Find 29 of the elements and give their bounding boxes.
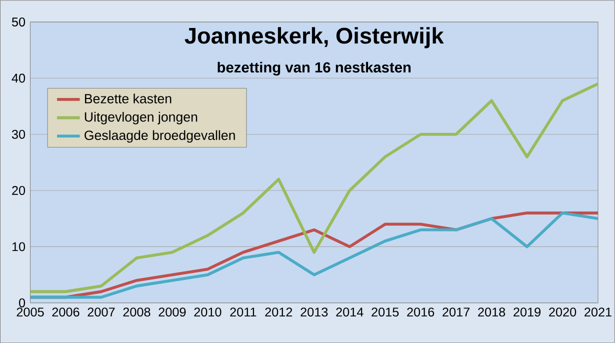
x-tick-label: 2008 <box>123 308 150 316</box>
x-tick-label: 2014 <box>336 308 364 316</box>
x-tick-label: 2019 <box>514 308 541 316</box>
text: bezetting van 16 nestkasten <box>218 62 411 76</box>
y-tick-label: 40 <box>12 74 26 83</box>
legend-label: Bezette kasten <box>84 94 172 104</box>
y-tick-label: 0 <box>19 298 26 308</box>
chart-title: Joanneskerk, Oisterwijk <box>184 27 444 48</box>
x-tick-label: 2021 <box>584 308 612 316</box>
x-tick-label: 2017 <box>442 308 470 316</box>
y-tick-label: 10 <box>12 242 26 252</box>
legend-label: Uitgevlogen jongen <box>84 112 198 124</box>
x-tick-label: 2010 <box>194 308 222 316</box>
x-tick-label: 2009 <box>158 308 186 316</box>
x-tick-label: 2006 <box>52 308 80 316</box>
x-tick-label: 2011 <box>230 308 256 316</box>
x-tick-label: 2016 <box>407 308 434 316</box>
line-series <box>30 82 598 294</box>
x-tick-label: 2007 <box>88 308 115 316</box>
y-tick-label: 20 <box>12 186 26 195</box>
y-tick-label: 50 <box>12 17 26 26</box>
x-tick-label: 2015 <box>372 308 399 316</box>
x-tick-label: 2013 <box>300 308 328 316</box>
x-tick-label: 2012 <box>265 308 292 316</box>
x-tick-label: 2020 <box>549 308 576 316</box>
legend-label: Geslaagde broedgevallen <box>84 130 235 143</box>
x-tick-label: 2005 <box>16 308 44 316</box>
y-tick-label: 30 <box>12 130 26 139</box>
x-tick-label: 2018 <box>478 308 506 316</box>
